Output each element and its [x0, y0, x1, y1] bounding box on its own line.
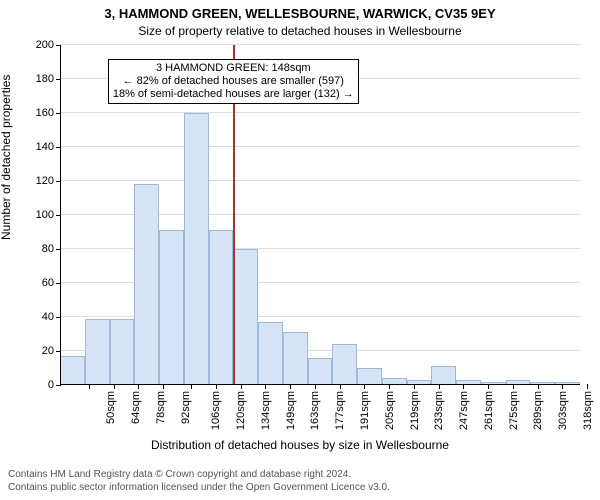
histogram-bar — [110, 319, 135, 385]
attribution-line: Contains HM Land Registry data © Crown c… — [8, 469, 592, 482]
y-axis-line — [60, 45, 61, 385]
histogram-plot: 02040608010012014016018020050sqm64sqm78s… — [60, 45, 580, 385]
histogram-bar — [184, 113, 209, 385]
y-tick: 120 — [36, 175, 60, 187]
y-tick: 0 — [48, 379, 60, 391]
histogram-bar — [233, 249, 258, 385]
attribution-line: Contains public sector information licen… — [8, 482, 592, 495]
x-tick: 332sqm — [568, 385, 600, 397]
x-axis-line — [60, 384, 580, 385]
histogram-bar — [159, 230, 184, 385]
y-tick: 160 — [36, 107, 60, 119]
y-axis-label: Number of detached properties — [0, 75, 13, 240]
chart-subtitle: Size of property relative to detached ho… — [0, 24, 600, 38]
histogram-bar — [283, 332, 308, 385]
gridline — [60, 112, 580, 113]
annotation-box: 3 HAMMOND GREEN: 148sqm← 82% of detached… — [108, 59, 359, 105]
histogram-bar — [85, 319, 110, 385]
y-tick: 20 — [42, 345, 60, 357]
histogram-bar — [308, 358, 333, 385]
y-tick: 180 — [36, 73, 60, 85]
histogram-bar — [209, 230, 234, 385]
annotation-line: ← 82% of detached houses are smaller (59… — [113, 75, 354, 88]
histogram-bar — [134, 184, 159, 385]
y-tick: 200 — [36, 39, 60, 51]
gridline — [60, 44, 580, 45]
histogram-bar — [357, 368, 382, 385]
y-tick: 40 — [42, 311, 60, 323]
histogram-bar — [258, 322, 283, 385]
x-axis-label: Distribution of detached houses by size … — [0, 438, 600, 452]
histogram-bar — [60, 356, 85, 385]
gridline — [60, 146, 580, 147]
chart-title: 3, HAMMOND GREEN, WELLESBOURNE, WARWICK,… — [0, 6, 600, 21]
y-tick: 140 — [36, 141, 60, 153]
y-tick: 80 — [42, 243, 60, 255]
annotation-line: 3 HAMMOND GREEN: 148sqm — [113, 62, 354, 75]
y-tick: 100 — [36, 209, 60, 221]
y-tick: 60 — [42, 277, 60, 289]
gridline — [60, 180, 580, 181]
histogram-bar — [431, 366, 456, 385]
attribution-text: Contains HM Land Registry data © Crown c… — [8, 469, 592, 494]
histogram-bar — [332, 344, 357, 385]
annotation-line: 18% of semi-detached houses are larger (… — [113, 88, 354, 101]
